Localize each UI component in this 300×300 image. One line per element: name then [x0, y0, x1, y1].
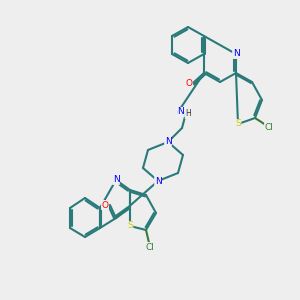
Text: N: N	[178, 107, 184, 116]
Text: N: N	[154, 176, 161, 185]
Text: N: N	[112, 176, 119, 184]
Text: N: N	[232, 50, 239, 58]
Text: Cl: Cl	[265, 122, 273, 131]
Text: N: N	[165, 137, 171, 146]
Text: S: S	[235, 119, 241, 128]
Text: H: H	[185, 110, 191, 118]
Text: O: O	[101, 200, 109, 209]
Text: O: O	[185, 79, 193, 88]
Text: Cl: Cl	[146, 242, 154, 251]
Text: S: S	[127, 221, 133, 230]
